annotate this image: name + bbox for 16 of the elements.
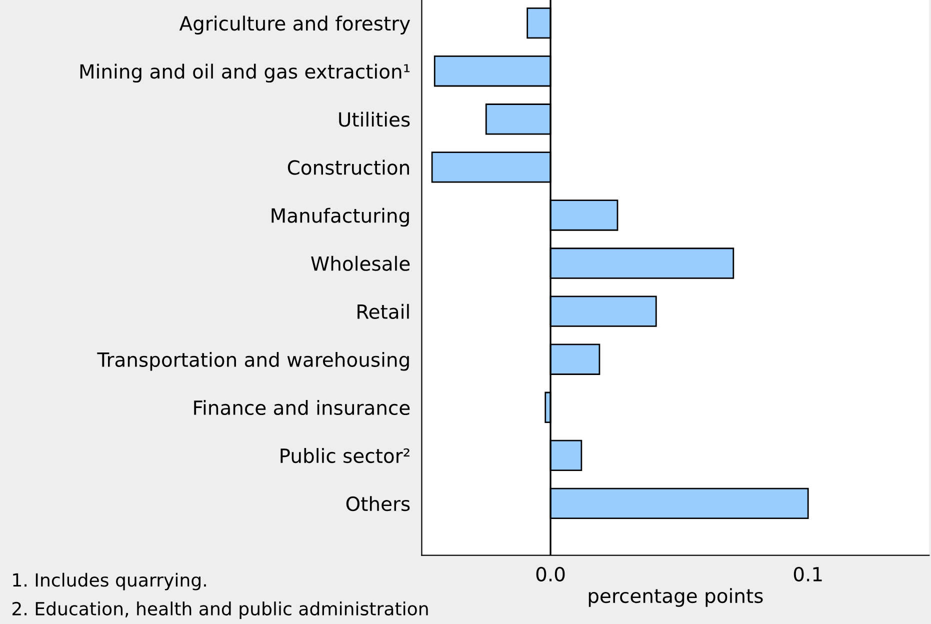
y-tick-label: Others	[346, 496, 410, 512]
y-tick-label: Public sector²	[280, 448, 410, 464]
y-tick-label: Transportation and warehousing	[97, 352, 409, 371]
x-tick-label: 0.1	[794, 566, 822, 582]
x-tick-label: 0.0	[536, 566, 565, 582]
text: 2. Education, health and public administration	[12, 602, 428, 620]
text: 1. Includes quarrying.	[13, 572, 206, 590]
y-tick-label: Retail	[358, 304, 409, 319]
y-tick-label: Wholesale	[311, 256, 410, 271]
y-tick-label: Agriculture and forestry	[179, 16, 410, 34]
y-tick-label: Utilities	[339, 112, 410, 127]
x-axis-title: percentage points	[588, 588, 763, 607]
y-tick-label: Mining and oil and gas extraction¹	[80, 64, 410, 83]
y-tick-label: Construction	[288, 160, 409, 175]
y-tick-label: Finance and insurance	[194, 400, 410, 416]
y-tick-label: Manufacturing	[272, 208, 409, 227]
